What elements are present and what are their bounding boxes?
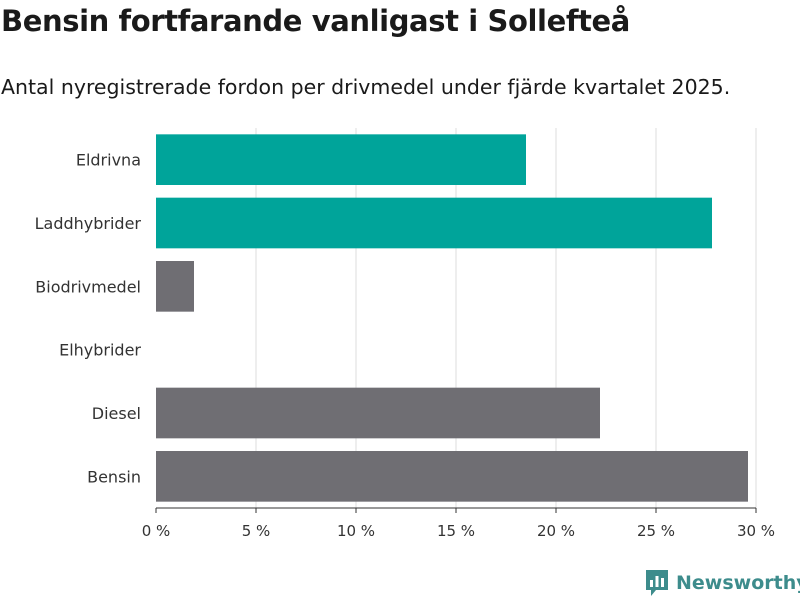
category-label: Biodrivmedel [35,277,141,296]
chart-title: Bensin fortfarande vanligast i Sollefteå [1,4,630,38]
x-tick-label: 25 % [637,522,675,540]
category-label: Bensin [87,467,141,486]
brand-name: Newsworthy [676,572,800,594]
x-tick-label: 15 % [437,522,475,540]
newsworthy-brand: Newsworthy [644,568,800,598]
category-label: Eldrivna [76,151,141,170]
x-tick-label: 0 % [142,522,171,540]
x-tick-label: 30 % [737,522,775,540]
bar-laddhybrider [156,197,712,249]
bar-eldrivna [156,134,526,185]
category-label: Elhybrider [59,341,141,360]
x-tick-label: 5 % [242,522,271,540]
newsworthy-logo-icon [646,570,668,596]
chart-subtitle: Antal nyregistrerade fordon per drivmede… [1,75,731,99]
category-label: Diesel [92,404,141,423]
category-label: Laddhybrider [35,214,142,233]
bar-diesel [156,387,600,439]
bar-biodrivmedel [156,261,194,312]
bar-bensin [156,451,748,502]
x-tick-label: 20 % [537,522,575,540]
x-tick-label: 10 % [337,522,375,540]
